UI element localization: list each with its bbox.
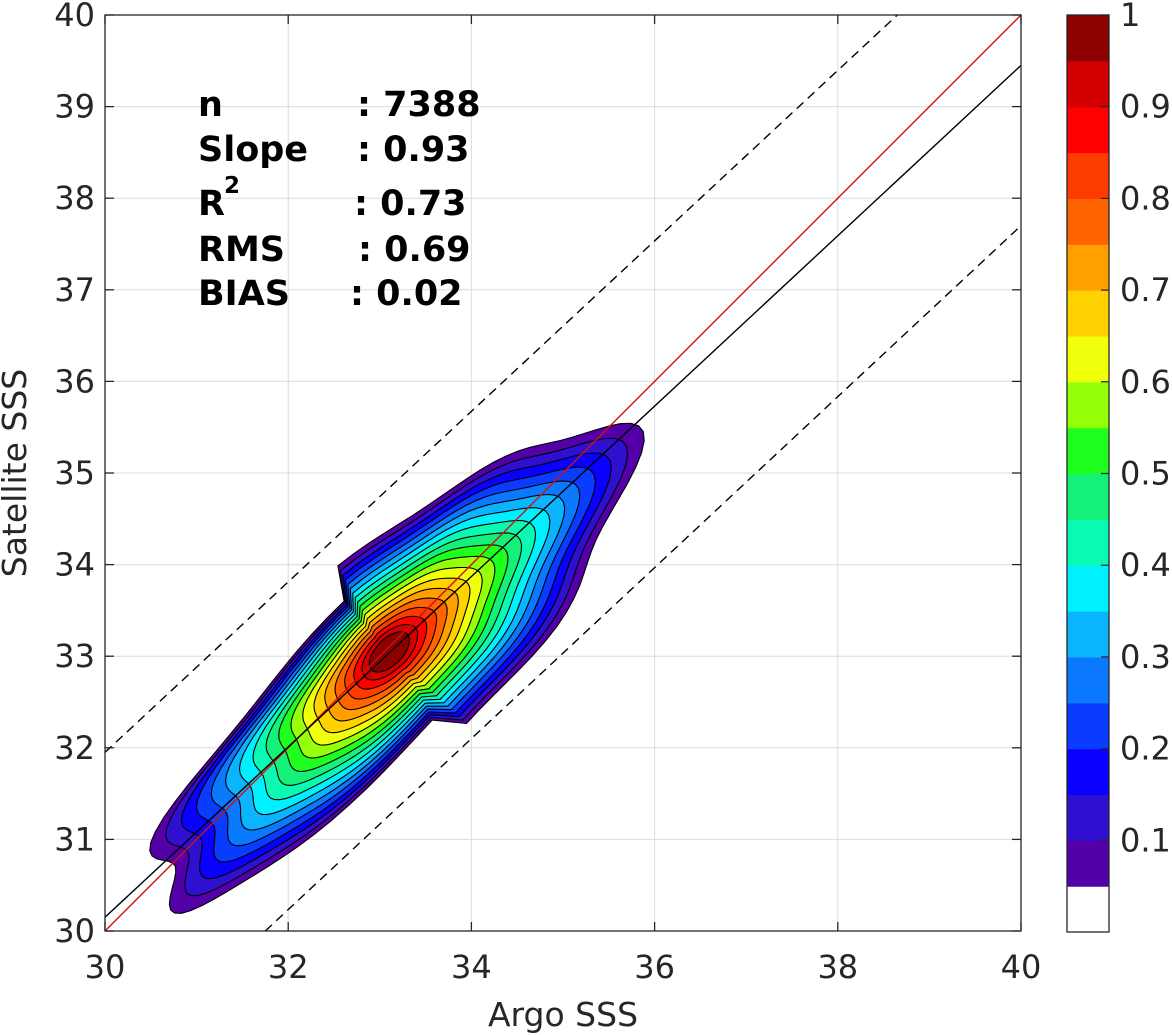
stat-slope-label: Slope — [198, 130, 308, 170]
reference-lines — [105, 15, 1021, 931]
y-tick-label: 40 — [54, 0, 95, 34]
colorbar-segment — [1067, 794, 1109, 841]
x-tick-label: 38 — [817, 948, 858, 986]
colorbar-segment — [1067, 565, 1109, 612]
stat-bias-value: : 0.02 — [350, 274, 463, 314]
reference-line — [264, 225, 1021, 931]
reference-line — [105, 15, 898, 753]
colorbar-segment — [1067, 290, 1109, 337]
colorbar-segment — [1067, 702, 1109, 750]
colorbar-segment — [1067, 840, 1109, 887]
colorbar-tick-label: 0.7 — [1120, 271, 1171, 309]
colorbar-tick-label: 0.4 — [1120, 546, 1171, 584]
stat-r2-superscript: 2 — [224, 173, 240, 199]
y-tick-label: 39 — [54, 88, 95, 126]
colorbar-segment — [1067, 886, 1109, 933]
colorbar-tick-label: 0.3 — [1120, 638, 1171, 676]
y-tick-label: 37 — [54, 271, 95, 309]
colorbar-tick-label: 0.1 — [1120, 821, 1171, 859]
x-tick-label: 30 — [85, 948, 126, 986]
stat-r2-value: : 0.73 — [354, 184, 467, 224]
stat-n-label: n — [198, 85, 223, 125]
stat-bias-label: BIAS — [198, 274, 290, 314]
colorbar-segment — [1067, 198, 1109, 245]
colorbar-segment — [1067, 381, 1109, 429]
y-tick-label: 34 — [54, 546, 95, 584]
colorbar-segment — [1067, 656, 1109, 704]
colorbar-segment — [1067, 519, 1109, 566]
colorbar-tick-label: 0.2 — [1120, 730, 1171, 768]
axis-ticks: 30 32 34 36 38 40 30 31 32 33 34 35 36 37 38 39 40 — [54, 0, 1041, 986]
colorbar-segment — [1067, 60, 1109, 108]
colorbar-segment — [1067, 15, 1109, 62]
colorbar-tick-label: 0.6 — [1120, 363, 1171, 401]
colorbar-segment — [1067, 611, 1109, 658]
stat-rms-label: RMS — [198, 230, 285, 270]
y-tick-label: 31 — [54, 820, 95, 858]
x-tick-label: 36 — [634, 948, 675, 986]
stat-rms-value: : 0.69 — [358, 230, 471, 270]
colorbar-tick-label: 0.5 — [1120, 455, 1171, 493]
colorbar-tick-label: 0.8 — [1120, 179, 1171, 217]
x-tick-label: 34 — [451, 948, 492, 986]
x-tick-label: 32 — [268, 948, 309, 986]
y-tick-label: 32 — [54, 729, 95, 767]
y-tick-label: 36 — [54, 362, 95, 400]
y-tick-label: 33 — [54, 637, 95, 675]
x-tick-label: 40 — [1001, 948, 1042, 986]
colorbar-segment — [1067, 244, 1109, 291]
colorbar-tick-label: 0.9 — [1120, 88, 1171, 126]
colorbar-segment — [1067, 106, 1109, 154]
colorbar-segment — [1067, 152, 1109, 199]
y-tick-label: 30 — [54, 912, 95, 950]
colorbar — [1067, 15, 1109, 933]
colorbar-segment — [1067, 473, 1109, 520]
stat-n-value: : 7388 — [357, 85, 481, 125]
reference-line — [105, 64, 1021, 918]
y-tick-label: 35 — [54, 454, 95, 492]
colorbar-ticks: 0.1 0.2 0.3 0.4 0.5 0.6 0.7 0.8 0.9 1 — [1101, 0, 1171, 859]
stats-annotation: n : 7388 Slope : 0.93 R 2 : 0.73 RMS : 0… — [198, 85, 481, 314]
colorbar-segment — [1067, 335, 1109, 383]
y-axis-label: Satellite SSS — [0, 369, 34, 578]
density-contours — [149, 422, 645, 914]
colorbar-segment — [1067, 427, 1109, 475]
colorbar-segment — [1067, 748, 1109, 796]
y-tick-label: 38 — [54, 179, 95, 217]
x-axis-label: Argo SSS — [488, 995, 638, 1034]
stat-r2-label: R — [198, 184, 225, 224]
reference-line — [105, 15, 1021, 931]
colorbar-tick-label: 1 — [1120, 0, 1140, 34]
stat-slope-value: : 0.93 — [357, 130, 470, 170]
